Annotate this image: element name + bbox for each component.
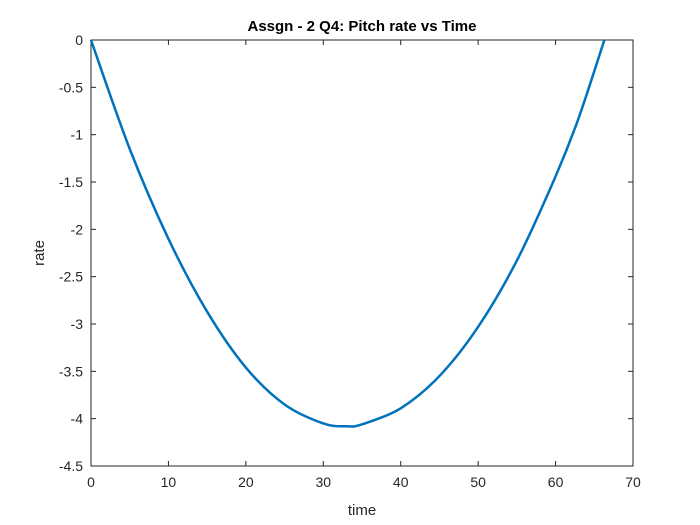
y-tick-label: -1 — [71, 127, 84, 143]
plot-area — [90, 39, 634, 467]
y-axis: 0 -0.5 -1 -1.5 -2 -2.5 -3 -3.5 -4 -4.5 — [59, 32, 633, 474]
chart-title: Assgn - 2 Q4: Pitch rate vs Time — [248, 18, 477, 35]
x-axis: 0 10 20 30 40 50 60 70 — [87, 40, 641, 490]
x-tick-label: 70 — [625, 474, 641, 490]
y-tick-label: -1.5 — [59, 174, 83, 190]
y-tick-label: -3.5 — [59, 363, 83, 379]
series-layer — [89, 39, 606, 428]
y-tick-label: -4 — [71, 411, 84, 427]
x-tick-label: 40 — [393, 474, 409, 490]
y-tick-label: 0 — [75, 32, 83, 48]
y-tick-label: -2 — [71, 221, 84, 237]
x-tick-label: 50 — [470, 474, 486, 490]
x-tick-label: 0 — [87, 474, 95, 490]
x-tick-label: 10 — [161, 474, 177, 490]
series-line — [89, 39, 606, 428]
y-tick-label: -0.5 — [59, 79, 83, 95]
y-axis-title: rate — [31, 240, 48, 266]
x-tick-label: 30 — [315, 474, 331, 490]
y-tick-label: -4.5 — [59, 458, 83, 474]
x-axis-title: time — [348, 502, 376, 519]
x-tick-label: 20 — [238, 474, 254, 490]
x-tick-label: 60 — [548, 474, 564, 490]
y-tick-label: -3 — [71, 316, 84, 332]
y-tick-label: -2.5 — [59, 269, 83, 285]
